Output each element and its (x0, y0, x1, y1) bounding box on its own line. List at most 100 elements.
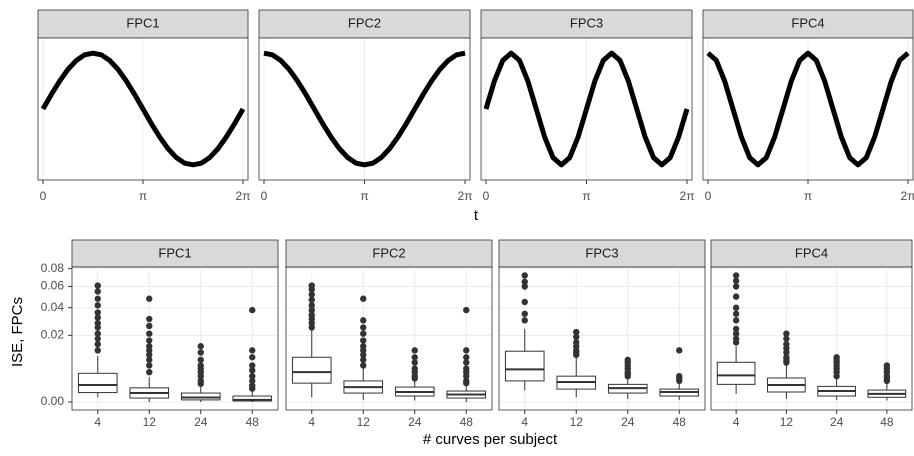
outlier (308, 296, 315, 303)
x-tick-label: 12 (780, 415, 794, 429)
outlier (249, 382, 256, 389)
panel-border (710, 266, 913, 411)
outlier (94, 319, 101, 327)
outlier (146, 343, 153, 350)
outlier (521, 283, 528, 290)
x-tick-label: 24 (408, 415, 422, 429)
panel-title: FPC3 (570, 15, 603, 30)
outlier (360, 362, 367, 369)
panel-title: FPC4 (791, 15, 824, 30)
panel-border (71, 266, 279, 411)
x-axis-title: t (474, 207, 479, 224)
outlier (197, 356, 204, 364)
outlier (94, 314, 101, 321)
outlier (249, 362, 256, 369)
outlier (732, 317, 740, 324)
outlier (249, 372, 256, 380)
outlier (783, 330, 790, 337)
y-axis-title: ISE, FPCs (9, 297, 26, 367)
outlier (360, 337, 367, 344)
box (291, 356, 332, 384)
panel-border (258, 37, 471, 181)
outlier (783, 335, 790, 342)
y-tick-label: 0.06 (41, 279, 65, 293)
box (77, 372, 118, 394)
x-tick-label: 12 (357, 415, 371, 429)
outlier (249, 377, 256, 385)
panel-title: FPC1 (126, 15, 159, 30)
outlier (521, 278, 528, 286)
strip (498, 239, 706, 268)
outlier (676, 347, 683, 354)
outlier (676, 372, 683, 380)
outlier (883, 362, 891, 369)
outlier (521, 272, 528, 279)
outlier (360, 356, 367, 364)
outlier (94, 288, 101, 295)
outlier (463, 347, 470, 354)
curve (263, 50, 466, 168)
outlier (94, 295, 101, 302)
outlier (94, 335, 101, 342)
outlier (833, 354, 840, 361)
outlier (94, 302, 101, 309)
outlier (411, 354, 418, 361)
panel-border (285, 266, 493, 411)
x-tick-label: 24 (621, 415, 635, 429)
outlier (94, 347, 101, 354)
panel-border (480, 37, 693, 181)
x-tick-label: π (582, 189, 590, 203)
panel-border (702, 37, 914, 181)
outlier (573, 333, 580, 341)
curve (483, 50, 690, 168)
x-tick-label: π (804, 189, 812, 203)
x-tick-label: 4 (521, 415, 528, 429)
outlier (521, 310, 528, 318)
outlier (411, 359, 418, 366)
outlier (732, 335, 740, 342)
outlier (146, 337, 153, 344)
box (232, 395, 273, 402)
panel-title: FPC1 (158, 245, 191, 260)
outlier (308, 302, 315, 309)
outlier (146, 368, 153, 376)
outlier (146, 330, 153, 337)
x-tick-label: 48 (673, 415, 687, 429)
outlier (308, 306, 315, 314)
outlier (197, 377, 204, 385)
outlier (197, 349, 204, 356)
outlier (783, 341, 790, 348)
outlier (573, 339, 580, 346)
outlier (146, 351, 153, 359)
outlier (249, 354, 256, 361)
x-tick-label: π (139, 189, 147, 203)
x-tick-label: 2π (680, 189, 695, 203)
x-tick-label: 48 (460, 415, 474, 429)
x-tick-label: 24 (194, 415, 208, 429)
outlier (732, 272, 740, 279)
strip (710, 239, 913, 268)
outlier (308, 291, 315, 298)
outlier (732, 283, 740, 290)
outlier (146, 356, 153, 364)
outlier (94, 341, 101, 348)
outlier (463, 359, 470, 366)
x-tick-label: 2π (901, 189, 914, 203)
y-tick-label: 0.08 (41, 261, 65, 275)
panel-border (37, 37, 249, 181)
outlier (197, 362, 204, 369)
outlier (360, 351, 367, 359)
box (504, 350, 545, 382)
panel-title: FPC3 (585, 245, 618, 260)
strip (71, 239, 279, 268)
outlier (411, 365, 418, 372)
x-tick-label: 2π (458, 189, 473, 203)
x-axis-title: # curves per subject (423, 431, 558, 448)
strip (37, 9, 249, 39)
x-tick-label: 0 (40, 189, 47, 203)
x-tick-label: 4 (733, 415, 740, 429)
strip (285, 239, 493, 268)
panel-border (498, 266, 706, 411)
outlier (360, 317, 367, 324)
outlier (94, 330, 101, 337)
